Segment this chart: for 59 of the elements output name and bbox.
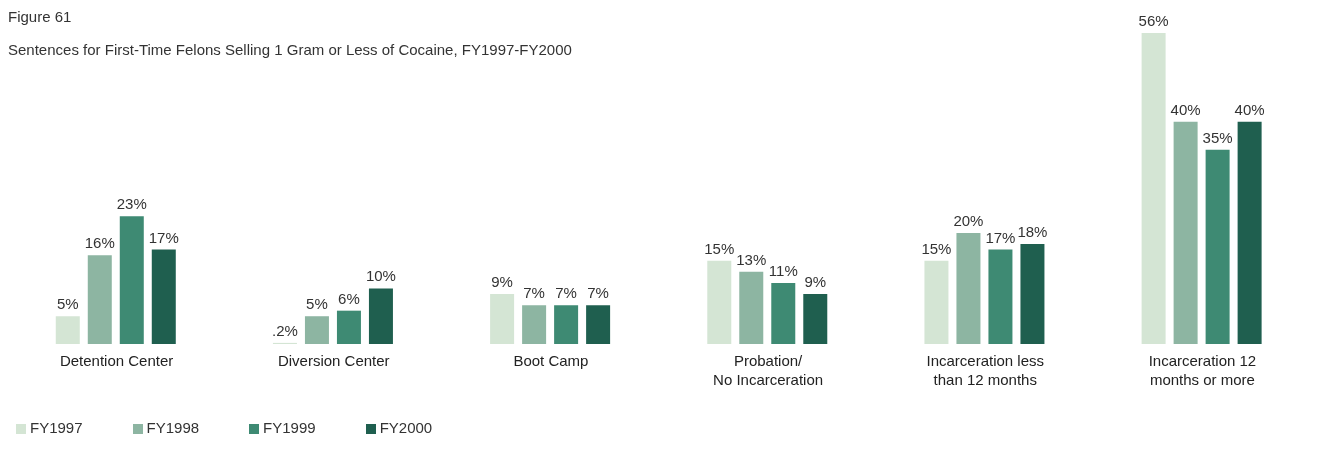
x-tick-label: Diversion Center: [277, 352, 390, 369]
bar: [119, 216, 144, 344]
x-tick-label: Incarceration 12 months or more: [1148, 352, 1257, 388]
bar: [707, 260, 732, 344]
x-tick-label: Boot Camp: [513, 352, 589, 369]
data-label: 18%: [1017, 223, 1048, 241]
data-label: 7%: [523, 284, 545, 302]
bar: [554, 305, 579, 344]
bar: [586, 305, 611, 344]
data-label: 20%: [953, 211, 984, 229]
data-label: 13%: [736, 250, 767, 268]
bar: [151, 249, 176, 344]
legend-label: FY1998: [146, 419, 200, 436]
bar: [924, 260, 949, 344]
bar: [956, 232, 981, 344]
text: Sentences for First-Time Felons Selling 1 Gram or Less of Cocaine, FY1997-FY2000: [8, 41, 573, 58]
bar: [1205, 149, 1230, 344]
legend-label: FY2000: [379, 419, 433, 436]
data-label: 11%: [768, 261, 798, 279]
data-label: 56%: [1138, 12, 1169, 29]
data-label: 17%: [148, 228, 179, 246]
x-tick-label: Detention Center: [59, 352, 174, 369]
data-label: 15%: [921, 239, 952, 257]
legend-label: FY1997: [30, 419, 83, 436]
x-tick-label: Probation/ No Incarceration: [713, 352, 824, 388]
data-label: 9%: [804, 273, 827, 291]
data-label: 16%: [84, 234, 115, 252]
data-label: 40%: [1170, 100, 1201, 118]
data-label: 5%: [306, 295, 328, 313]
x-tick-label: Incarceration less than 12 months: [926, 352, 1045, 388]
bar: [490, 294, 515, 344]
bar: [304, 316, 329, 344]
chart-title: Figure 61: [8, 8, 72, 25]
data-label: .2%: [272, 321, 298, 339]
data-label: 40%: [1234, 100, 1265, 118]
data-label: 7%: [555, 284, 577, 302]
bar: [988, 249, 1013, 344]
bar: [739, 271, 764, 344]
bar: [771, 282, 796, 344]
data-label: 7%: [587, 284, 609, 302]
data-label: 6%: [338, 289, 360, 307]
bar: [1141, 33, 1166, 344]
bar: [1020, 244, 1045, 344]
bar: [1173, 121, 1198, 344]
data-label: 5%: [56, 295, 79, 313]
bar: [522, 305, 547, 344]
bar: [336, 310, 361, 344]
data-label: 15%: [704, 239, 735, 257]
data-label: 10%: [365, 267, 396, 285]
data-label: 23%: [116, 195, 147, 213]
data-label: 17%: [985, 228, 1016, 246]
bar: [368, 288, 393, 344]
data-label: 35%: [1202, 128, 1233, 146]
bar: [803, 294, 828, 344]
legend-label: FY1999: [263, 419, 316, 436]
data-label: 9%: [491, 273, 513, 291]
bar: [55, 316, 80, 344]
bar: [87, 255, 112, 344]
bar: [1237, 121, 1262, 344]
